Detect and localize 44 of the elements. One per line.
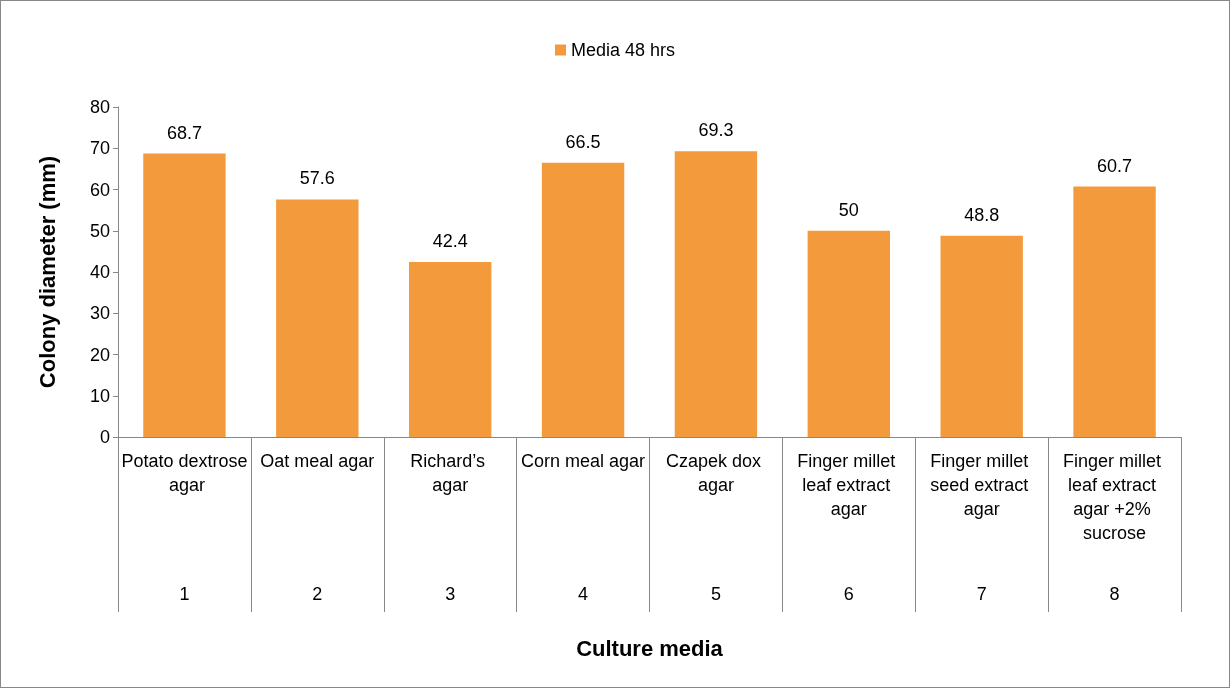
bar [674,151,758,437]
data-label: 57.6 [299,168,335,189]
bar [807,230,890,437]
bar [409,262,492,437]
text: 7 [976,584,987,604]
bar [1073,186,1156,437]
x-tick-label: Finger millet leaf extract agar +2% sucrose [1063,451,1167,543]
y-axis-title: Colony diameter (mm) [34,155,60,389]
y-tick-label: 10 [89,385,110,406]
bar [541,162,625,437]
x-axis-title: Culture media [576,635,724,661]
bar [276,199,359,437]
text: 5 [710,584,721,604]
x-tick-label: Oat meal agar [260,451,375,471]
x-tick-label: Potato dextrose agar [121,451,248,495]
data-label: 60.7 [1097,155,1133,176]
y-tick-label: 50 [89,220,110,241]
y-tick-label: 80 [89,97,110,117]
y-tick-label: 20 [89,344,110,365]
data-label: 68.7 [166,122,202,143]
y-tick-label: 0 [99,427,110,447]
text: 8 [1109,584,1120,604]
x-tick-label: Czapek dox agar [665,451,766,495]
legend-label: Media 48 hrs [570,40,676,60]
data-label: 69.3 [698,120,734,141]
data-label: 42.4 [432,231,468,252]
text: 6 [843,584,854,604]
text: 3 [445,584,456,604]
x-tick-label: Richard’s agar [410,451,491,495]
text: 4 [578,584,589,604]
x-tick-label: Finger millet seed extract agar [930,451,1034,519]
y-tick-label: 30 [89,303,110,324]
y-tick-label: 40 [89,262,110,282]
data-label: 50 [838,199,859,220]
bar [940,235,1023,437]
data-label: 66.5 [565,131,601,152]
y-tick-label: 60 [89,179,110,200]
y-tick-label: 70 [89,138,110,159]
bar [143,153,226,437]
text: 2 [312,584,323,604]
text: 1 [179,584,190,604]
x-tick-label: Corn meal agar [521,451,646,471]
x-tick-label: Finger millet leaf extract agar [797,451,901,519]
data-label: 48.8 [964,204,1000,225]
